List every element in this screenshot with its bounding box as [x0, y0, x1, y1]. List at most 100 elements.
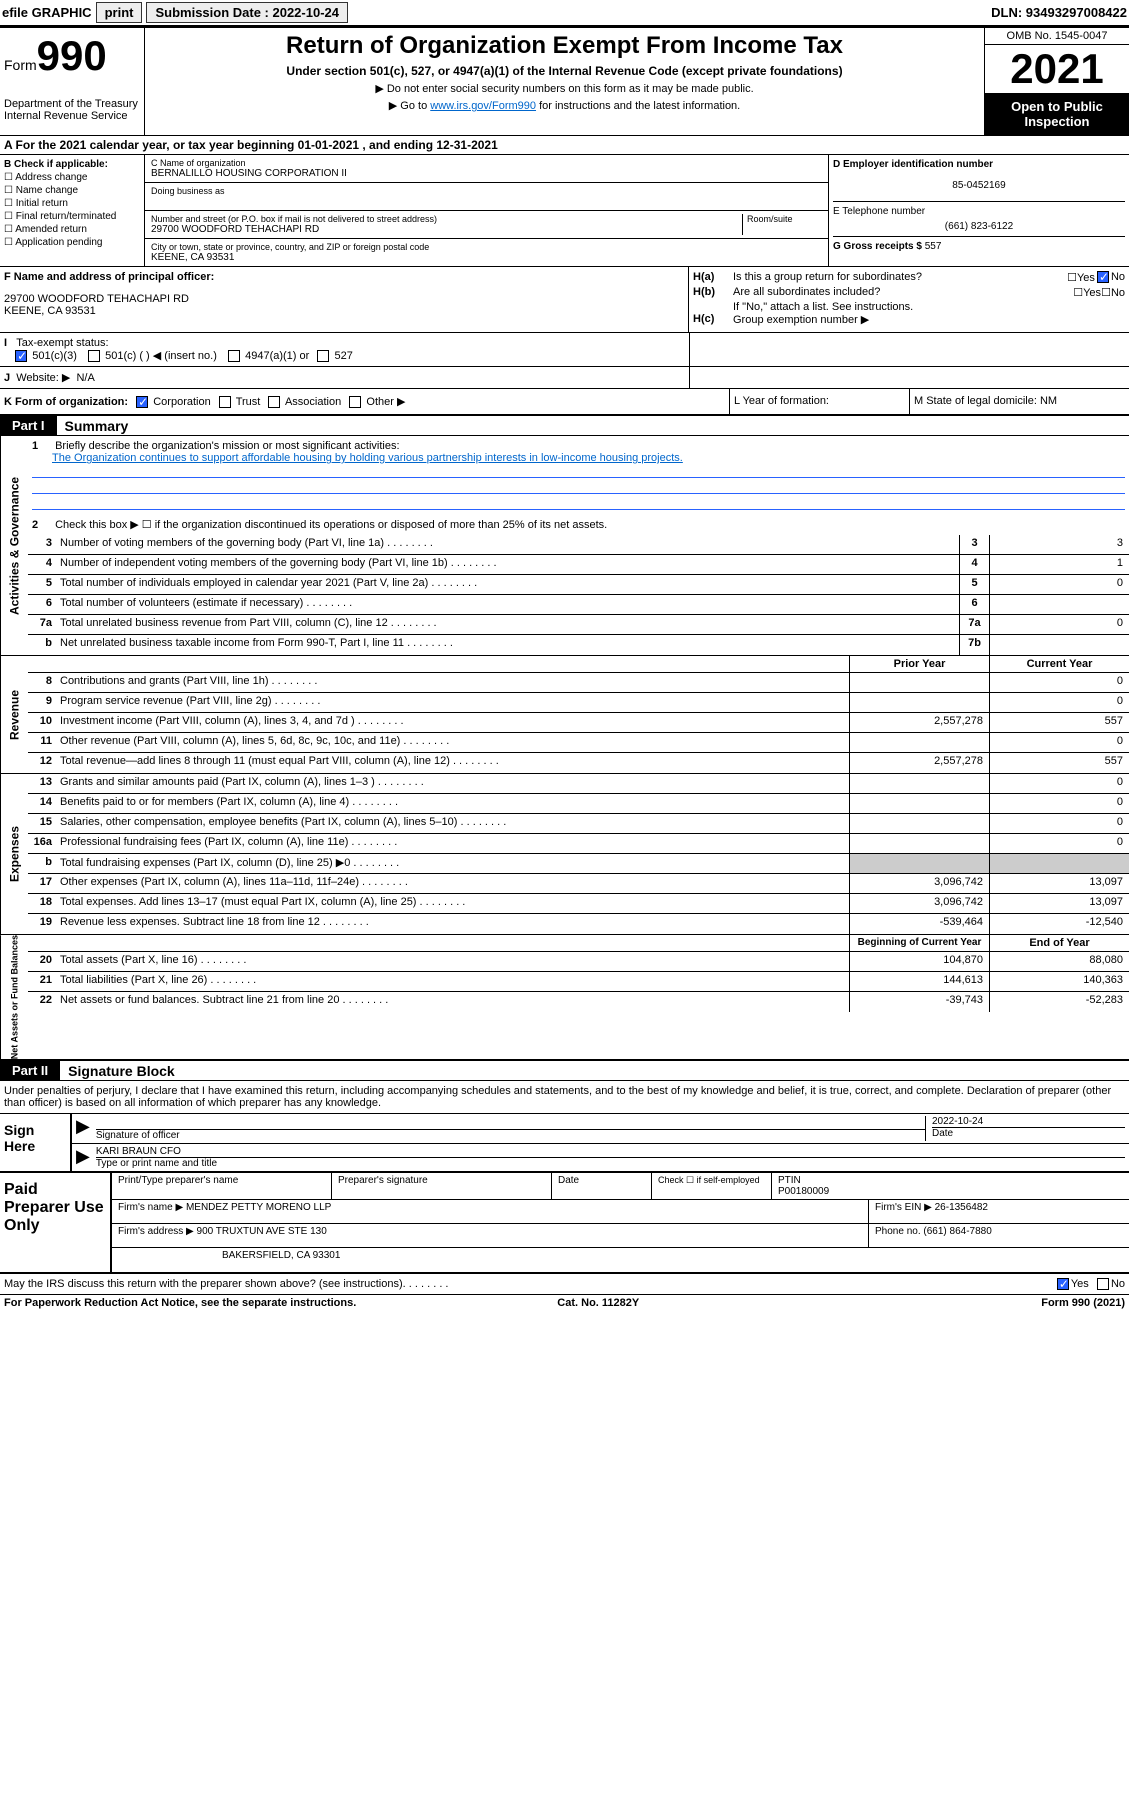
- paid-preparer-label: Paid Preparer Use Only: [0, 1173, 110, 1272]
- prep-sig-hdr: Preparer's signature: [332, 1173, 552, 1199]
- line-8: 8Contributions and grants (Part VIII, li…: [28, 673, 1129, 693]
- ha-yes[interactable]: ☐Yes: [1067, 271, 1095, 284]
- line-7a: 7aTotal unrelated business revenue from …: [28, 615, 1129, 635]
- line-22: 22Net assets or fund balances. Subtract …: [28, 992, 1129, 1012]
- top-bar: efile GRAPHIC print Submission Date : 20…: [0, 0, 1129, 25]
- ein-value: 85-0452169: [833, 174, 1125, 197]
- hdr-end-year: End of Year: [989, 935, 1129, 951]
- note-ssn: ▶ Do not enter social security numbers o…: [153, 82, 976, 95]
- section-fh: F Name and address of principal officer:…: [0, 267, 1129, 333]
- l-year-formation: L Year of formation:: [729, 389, 909, 414]
- chk-app-pending[interactable]: ☐ Application pending: [4, 237, 140, 248]
- chk-501c[interactable]: [88, 350, 100, 362]
- chk-address[interactable]: ☐ Address change: [4, 172, 140, 183]
- ha-label: H(a): [693, 271, 733, 284]
- firm-addr1: 900 TRUXTUN AVE STE 130: [197, 1226, 327, 1237]
- ein-label: D Employer identification number: [833, 159, 1125, 170]
- form-id: Form 990 (2021): [1041, 1297, 1125, 1309]
- firm-phone-label: Phone no.: [875, 1226, 921, 1237]
- chk-final[interactable]: ☐ Final return/terminated: [4, 211, 140, 222]
- net-assets-section: Net Assets or Fund Balances Beginning of…: [0, 935, 1129, 1061]
- line-4: 4Number of independent voting members of…: [28, 555, 1129, 575]
- hc-text: Group exemption number ▶: [733, 313, 1125, 326]
- sig-officer-label: Signature of officer: [96, 1130, 925, 1141]
- officer-addr2: KEENE, CA 93531: [4, 305, 684, 317]
- line-21: 21Total liabilities (Part X, line 26)144…: [28, 972, 1129, 992]
- sig-arrow-icon: ▶: [76, 1116, 96, 1141]
- sig-date: 2022-10-24: [932, 1116, 1125, 1128]
- prep-name-hdr: Print/Type preparer's name: [112, 1173, 332, 1199]
- chk-namechange[interactable]: ☐ Name change: [4, 185, 140, 196]
- ptin-label: PTIN: [778, 1175, 1123, 1186]
- irs-link[interactable]: www.irs.gov/Form990: [430, 100, 536, 112]
- chk-corp[interactable]: [136, 396, 148, 408]
- discuss-no[interactable]: [1097, 1278, 1109, 1290]
- prep-date-hdr: Date: [552, 1173, 652, 1199]
- chk-527[interactable]: [317, 350, 329, 362]
- efile-label: efile GRAPHIC: [2, 5, 92, 20]
- line-13: 13Grants and similar amounts paid (Part …: [28, 774, 1129, 794]
- chk-501c3[interactable]: [15, 350, 27, 362]
- i-text: Tax-exempt status:: [16, 337, 108, 349]
- line-16a: 16aProfessional fundraising fees (Part I…: [28, 834, 1129, 854]
- hdr-current-year: Current Year: [989, 656, 1129, 672]
- firm-addr2: BAKERSFIELD, CA 93301: [112, 1248, 1129, 1272]
- form-header: Form990 Department of the Treasury Inter…: [0, 28, 1129, 136]
- dept-treasury: Department of the Treasury: [4, 98, 140, 110]
- chk-4947[interactable]: [228, 350, 240, 362]
- form-prefix: Form: [4, 57, 37, 73]
- room-label: Room/suite: [747, 214, 822, 224]
- org-name: BERNALILLO HOUSING CORPORATION II: [151, 168, 822, 179]
- addr-label: Number and street (or P.O. box if mail i…: [151, 214, 742, 224]
- m-state-domicile: M State of legal domicile: NM: [909, 389, 1129, 414]
- mission-text-link[interactable]: The Organization continues to support af…: [52, 452, 683, 464]
- website-value: N/A: [76, 372, 94, 384]
- org-name-label: C Name of organization: [151, 158, 822, 168]
- form-num: 990: [37, 32, 107, 79]
- firm-ein: 26-1356482: [935, 1202, 988, 1213]
- dln: DLN: 93493297008422: [991, 5, 1127, 20]
- col-d-ein: D Employer identification number 85-0452…: [829, 155, 1129, 266]
- cat-no: Cat. No. 11282Y: [557, 1297, 639, 1309]
- vtab-rev: Revenue: [0, 656, 28, 773]
- firm-addr-label: Firm's address ▶: [118, 1226, 194, 1237]
- chk-initial[interactable]: ☐ Initial return: [4, 198, 140, 209]
- chk-other[interactable]: [349, 396, 361, 408]
- chk-amended[interactable]: ☐ Amended return: [4, 224, 140, 235]
- footer: For Paperwork Reduction Act Notice, see …: [0, 1294, 1129, 1311]
- col-c-org: C Name of organization BERNALILLO HOUSIN…: [145, 155, 829, 266]
- chk-trust[interactable]: [219, 396, 231, 408]
- j-label: J: [4, 372, 10, 384]
- section-j: J Website: ▶ N/A: [0, 367, 1129, 389]
- hb-text: Are all subordinates included?: [733, 286, 1073, 299]
- form-subtitle: Under section 501(c), 527, or 4947(a)(1)…: [153, 64, 976, 78]
- line-b: bNet unrelated business taxable income f…: [28, 635, 1129, 655]
- firm-name-label: Firm's name ▶: [118, 1202, 183, 1213]
- firm-ein-label: Firm's EIN ▶: [875, 1202, 932, 1213]
- print-button[interactable]: print: [96, 2, 143, 23]
- line-15: 15Salaries, other compensation, employee…: [28, 814, 1129, 834]
- line-18: 18Total expenses. Add lines 13–17 (must …: [28, 894, 1129, 914]
- line-10: 10Investment income (Part VIII, column (…: [28, 713, 1129, 733]
- pra-notice: For Paperwork Reduction Act Notice, see …: [4, 1297, 356, 1309]
- hb-label: H(b): [693, 286, 733, 299]
- officer-name: KARI BRAUN CFO: [96, 1146, 1125, 1158]
- line-17: 17Other expenses (Part IX, column (A), l…: [28, 874, 1129, 894]
- hb-yes[interactable]: ☐Yes: [1073, 286, 1101, 299]
- prep-selfemp[interactable]: Check ☐ if self-employed: [652, 1173, 772, 1199]
- hb-note: If "No," attach a list. See instructions…: [693, 301, 1125, 313]
- signature-intro: Under penalties of perjury, I declare th…: [0, 1081, 1129, 1114]
- vtab-nab: Net Assets or Fund Balances: [0, 935, 28, 1059]
- hb-no[interactable]: ☐No: [1101, 286, 1125, 299]
- irs-label: Internal Revenue Service: [4, 110, 140, 122]
- part1-title: Summary: [57, 418, 129, 434]
- chk-assoc[interactable]: [268, 396, 280, 408]
- line-6: 6Total number of volunteers (estimate if…: [28, 595, 1129, 615]
- i-label: I: [4, 337, 7, 349]
- ha-text: Is this a group return for subordinates?: [733, 271, 1067, 284]
- discuss-yes[interactable]: [1057, 1278, 1069, 1290]
- sign-here-block: Sign Here ▶ Signature of officer 2022-10…: [0, 1114, 1129, 1173]
- line-12: 12Total revenue—add lines 8 through 11 (…: [28, 753, 1129, 773]
- ha-no[interactable]: No: [1095, 271, 1125, 284]
- line-20: 20Total assets (Part X, line 16)104,8708…: [28, 952, 1129, 972]
